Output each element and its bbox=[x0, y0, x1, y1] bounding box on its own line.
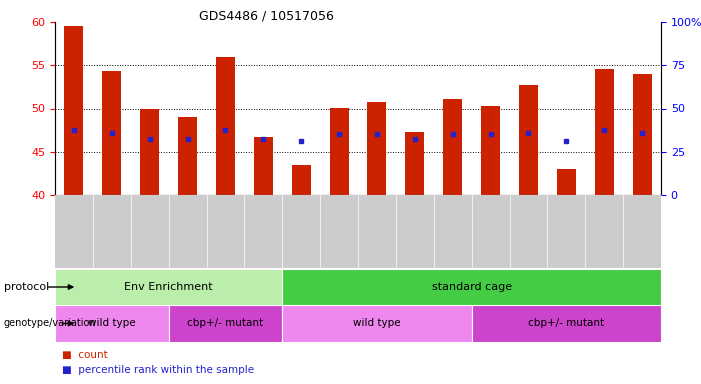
Bar bbox=[443, 99, 462, 195]
Bar bbox=[292, 165, 311, 195]
Text: wild type: wild type bbox=[88, 318, 135, 328]
Text: standard cage: standard cage bbox=[432, 282, 512, 292]
Text: protocol: protocol bbox=[4, 282, 49, 292]
Bar bbox=[55, 305, 169, 342]
Bar bbox=[557, 169, 576, 195]
Text: genotype/variation: genotype/variation bbox=[4, 318, 96, 328]
Bar bbox=[169, 305, 283, 342]
Text: Env Enrichment: Env Enrichment bbox=[124, 282, 213, 292]
Bar bbox=[472, 305, 661, 342]
Bar bbox=[102, 71, 121, 195]
Bar bbox=[632, 74, 651, 195]
Bar bbox=[140, 109, 159, 195]
Bar bbox=[55, 269, 283, 305]
Bar bbox=[283, 269, 661, 305]
Bar bbox=[481, 106, 500, 195]
Bar bbox=[283, 305, 472, 342]
Bar bbox=[216, 56, 235, 195]
Text: cbp+/- mutant: cbp+/- mutant bbox=[187, 318, 264, 328]
Bar bbox=[329, 108, 348, 195]
Text: ■  count: ■ count bbox=[62, 350, 108, 360]
Bar bbox=[367, 102, 386, 195]
Text: cbp+/- mutant: cbp+/- mutant bbox=[529, 318, 604, 328]
Text: GDS4486 / 10517056: GDS4486 / 10517056 bbox=[199, 10, 334, 23]
Text: wild type: wild type bbox=[353, 318, 401, 328]
Bar bbox=[405, 132, 424, 195]
Bar bbox=[594, 69, 613, 195]
Bar bbox=[519, 85, 538, 195]
Bar bbox=[254, 137, 273, 195]
Text: ■  percentile rank within the sample: ■ percentile rank within the sample bbox=[62, 365, 254, 375]
Bar bbox=[178, 117, 197, 195]
Bar bbox=[64, 26, 83, 195]
